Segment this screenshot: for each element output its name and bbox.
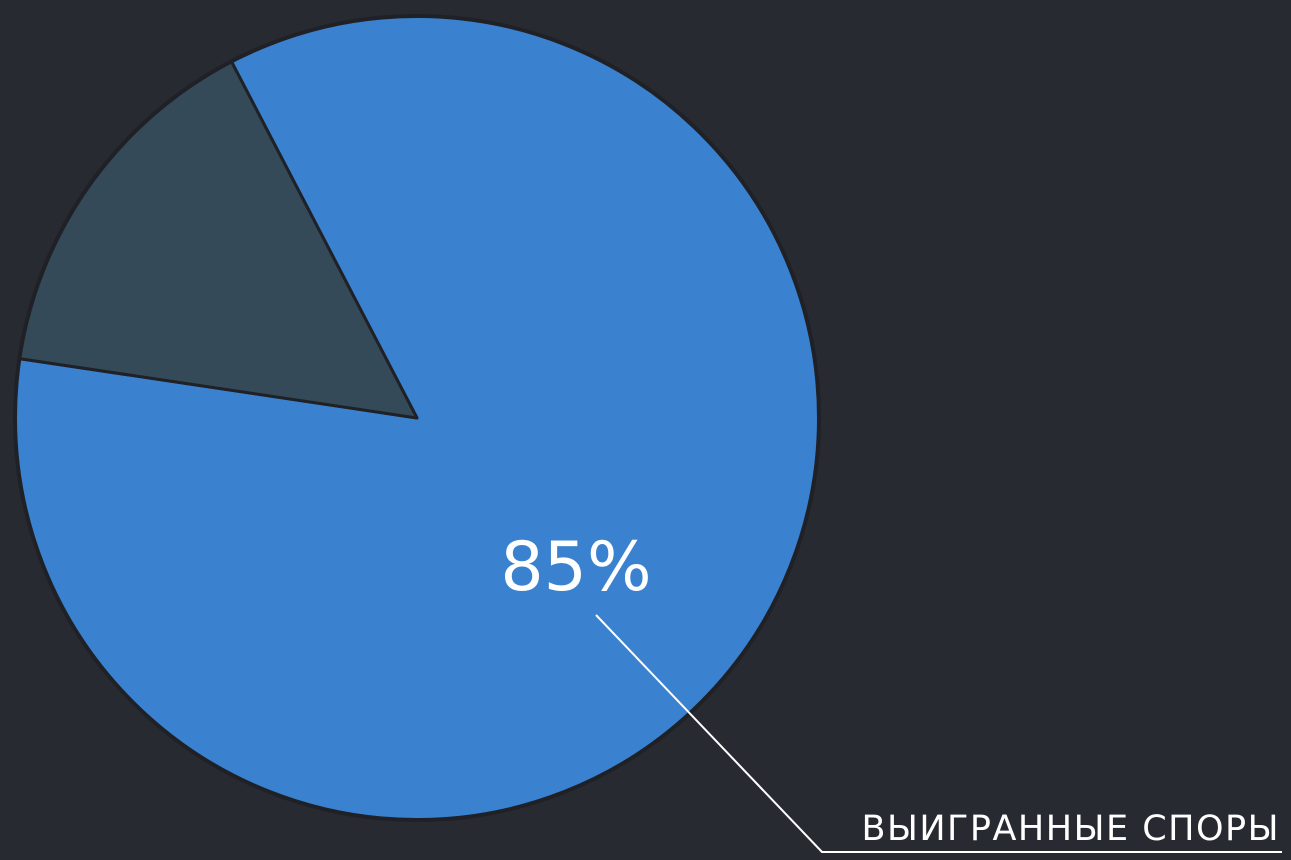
slice-value-label: 85% (500, 528, 651, 607)
slice-name-label: ВЫИГРАННЫЕ СПОРЫ (861, 809, 1280, 849)
leader-line (595, 614, 1282, 853)
pie-slices (13, 14, 821, 822)
pie-outline (13, 14, 821, 822)
